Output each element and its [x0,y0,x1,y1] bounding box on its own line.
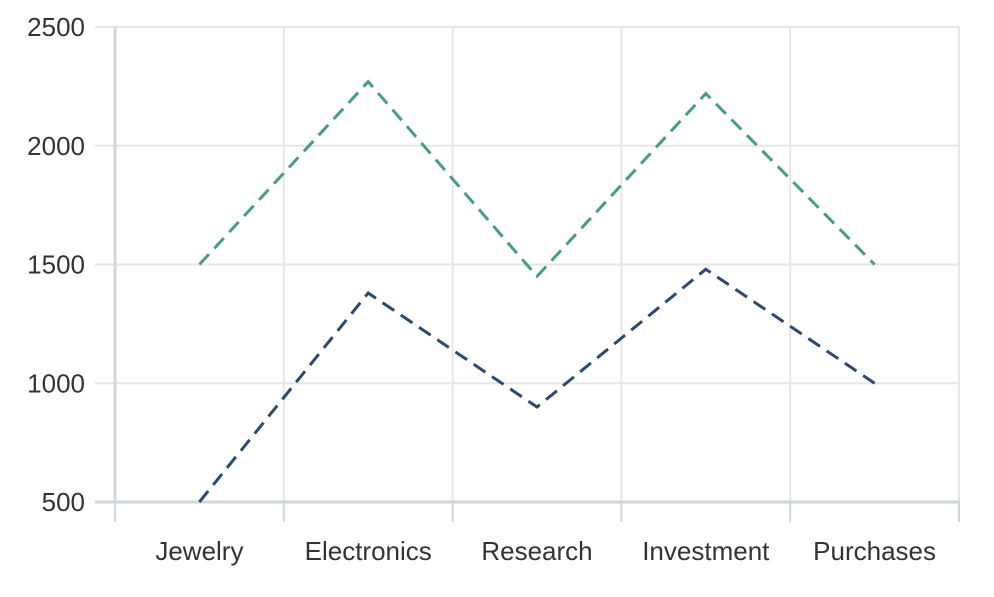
x-tick-label: Investment [642,536,770,566]
x-tick-label: Purchases [813,536,936,566]
x-tick-label: Jewelry [155,536,243,566]
series-line-2 [198,267,876,503]
x-tick-label: Electronics [305,536,432,566]
y-tick-label: 2000 [27,131,85,161]
label-layer: 500 1000 1500 2000 2500 Jewelry Electronics Res… [27,12,936,566]
x-tick-label: Research [481,536,592,566]
y-tick-label: 1500 [27,250,85,280]
series-line-1 [198,79,876,279]
y-tick-label: 500 [42,487,85,517]
series-layer [198,79,876,503]
y-tick-label: 2500 [27,12,85,42]
axis-layer [95,27,960,522]
y-tick-label: 1000 [27,368,85,398]
